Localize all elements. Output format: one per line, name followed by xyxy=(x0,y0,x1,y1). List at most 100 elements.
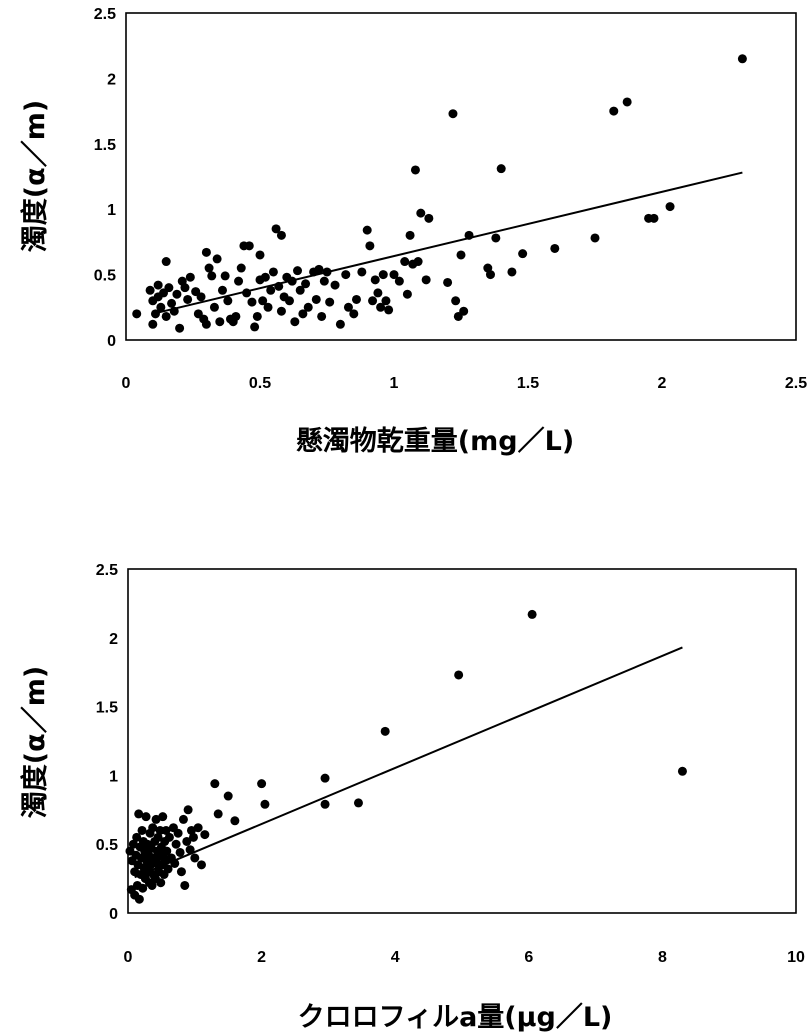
data-point xyxy=(138,883,148,893)
data-point xyxy=(207,271,217,281)
data-point xyxy=(200,830,210,840)
data-point xyxy=(171,839,181,849)
data-point xyxy=(456,250,466,260)
data-point xyxy=(290,317,300,327)
data-point xyxy=(234,276,244,286)
data-point xyxy=(550,243,560,253)
chart-2-y-axis-label: 濁度(α／m) xyxy=(19,666,51,818)
x-tick-label: 8 xyxy=(658,949,667,966)
data-point xyxy=(134,894,144,904)
x-tick-label: 4 xyxy=(391,949,400,966)
data-point xyxy=(314,264,324,274)
data-point xyxy=(370,275,380,285)
data-point xyxy=(459,306,469,316)
data-point xyxy=(325,297,335,307)
data-point xyxy=(268,267,278,277)
data-point xyxy=(158,812,168,822)
data-point xyxy=(317,311,327,321)
y-tick-label: 2.5 xyxy=(94,6,116,23)
data-point xyxy=(341,270,351,280)
data-point xyxy=(266,285,276,295)
x-tick-label: 6 xyxy=(524,949,533,966)
data-point xyxy=(153,832,163,842)
data-point xyxy=(362,225,372,235)
data-point xyxy=(134,809,144,819)
x-tick-label: 2 xyxy=(658,375,667,392)
y-tick-label: 0.5 xyxy=(94,268,116,285)
data-point xyxy=(677,766,687,776)
data-point xyxy=(335,319,345,329)
data-point xyxy=(454,670,464,680)
data-point xyxy=(132,832,142,842)
data-point xyxy=(507,267,517,277)
data-point xyxy=(145,285,155,295)
data-point xyxy=(161,825,171,835)
data-point xyxy=(410,165,420,175)
x-tick-label: 10 xyxy=(787,949,805,966)
data-point xyxy=(164,283,174,293)
data-point xyxy=(153,280,163,290)
data-point xyxy=(380,726,390,736)
y-tick-label: 2.5 xyxy=(96,562,118,579)
data-point xyxy=(201,247,211,257)
data-point xyxy=(381,296,391,306)
data-point xyxy=(357,267,367,277)
y-tick-label: 1 xyxy=(107,202,116,219)
chart-2-y-ticks: 0 0.5 1 1.5 2 2.5 xyxy=(96,562,118,923)
data-point xyxy=(213,809,223,819)
data-point xyxy=(223,296,233,306)
data-point xyxy=(185,272,195,282)
data-point xyxy=(161,257,171,267)
data-point xyxy=(180,880,190,890)
data-point xyxy=(215,317,225,327)
data-point xyxy=(260,799,270,809)
data-point xyxy=(172,289,182,299)
x-tick-label: 2 xyxy=(257,949,266,966)
data-point xyxy=(451,296,461,306)
data-point xyxy=(257,779,267,789)
chart-1-trendline xyxy=(152,171,743,315)
data-point xyxy=(147,880,157,890)
y-tick-label: 0.5 xyxy=(96,837,118,854)
x-tick-label: 1 xyxy=(390,375,399,392)
data-point xyxy=(258,296,268,306)
data-point xyxy=(373,288,383,298)
data-point xyxy=(298,309,308,319)
data-point xyxy=(590,233,600,243)
data-point xyxy=(353,798,363,808)
data-point xyxy=(196,860,206,870)
data-point xyxy=(223,791,233,801)
data-point xyxy=(443,277,453,287)
data-point xyxy=(378,270,388,280)
data-point xyxy=(183,294,193,304)
data-point xyxy=(210,779,220,789)
data-point xyxy=(162,846,172,856)
data-point xyxy=(164,832,174,842)
x-tick-label: 0 xyxy=(122,375,131,392)
chart-1-plot-frame xyxy=(125,12,797,341)
data-point xyxy=(485,270,495,280)
data-point xyxy=(649,213,659,223)
y-tick-label: 1.5 xyxy=(94,137,116,154)
data-point xyxy=(330,280,340,290)
data-point xyxy=(156,878,166,888)
data-point xyxy=(220,271,230,281)
data-point xyxy=(311,294,321,304)
data-point xyxy=(175,847,185,857)
data-point xyxy=(196,292,206,302)
x-tick-label: 0.5 xyxy=(249,375,271,392)
data-point xyxy=(161,311,171,321)
data-point xyxy=(263,302,273,312)
y-tick-label: 0 xyxy=(109,906,118,923)
chart-2-trendline xyxy=(134,646,683,879)
data-point xyxy=(173,828,183,838)
x-tick-label: 0 xyxy=(124,949,133,966)
data-point xyxy=(217,285,227,295)
data-point xyxy=(496,164,506,174)
data-point xyxy=(188,832,198,842)
data-point xyxy=(394,276,404,286)
data-point xyxy=(343,302,353,312)
data-point xyxy=(376,302,386,312)
data-point xyxy=(303,302,313,312)
